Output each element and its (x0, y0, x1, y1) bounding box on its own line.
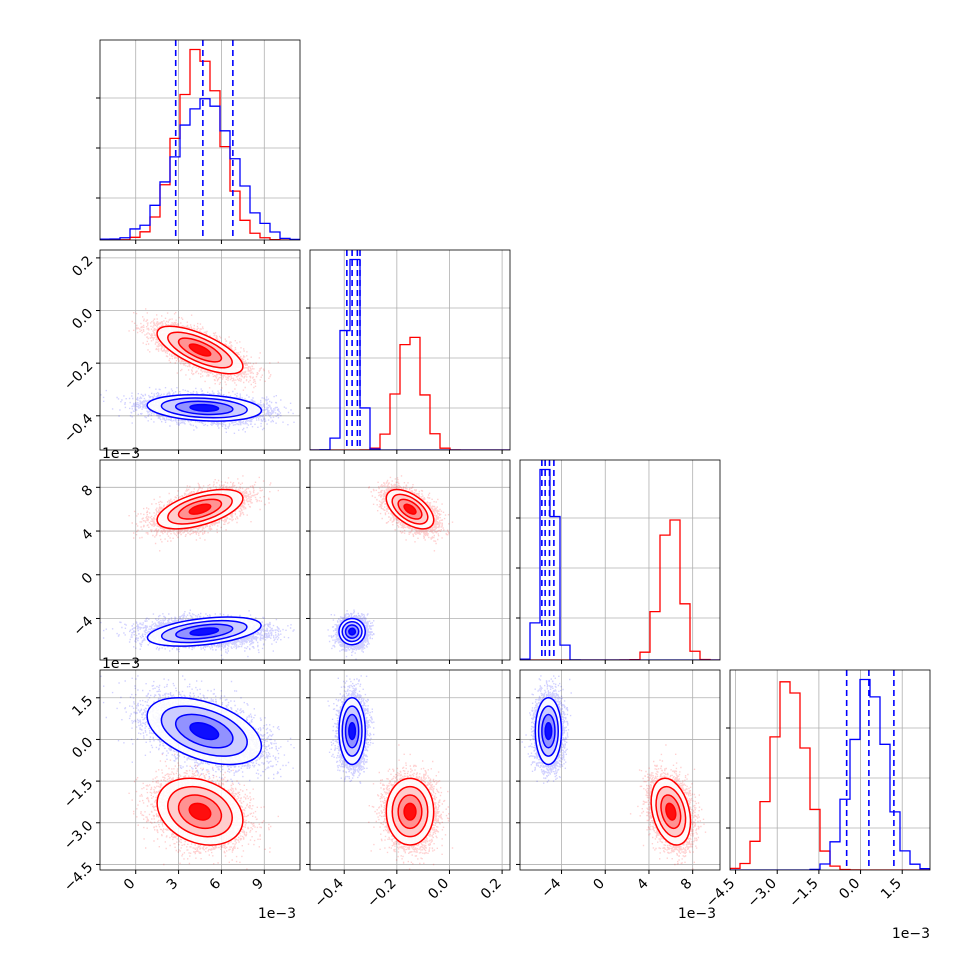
panel-3-3 (726, 669, 931, 874)
panel-content (730, 670, 930, 870)
panel-content (100, 40, 300, 240)
panel-frame (309, 249, 511, 451)
histogram-red (100, 48, 300, 240)
x-offset-label: 1e−3 (258, 906, 296, 922)
y-tick-label: 4 (79, 526, 97, 544)
density-contour-blue (189, 722, 220, 741)
panel-3-0 (96, 669, 301, 874)
panel-frame (519, 459, 721, 661)
density-contour-red (188, 343, 212, 357)
x-tick-label: 6 (207, 875, 225, 893)
x-tick-label: −0.4 (312, 875, 347, 910)
density-contour-red (403, 802, 417, 821)
histogram-red (730, 681, 930, 870)
panel-content (521, 675, 707, 870)
panel-frame (519, 669, 721, 871)
density-contour-blue (189, 403, 220, 412)
panel-3-1 (306, 669, 511, 874)
y-tick-label: 0.0 (69, 734, 96, 761)
panel-content (310, 250, 510, 450)
x-tick-label: −3.0 (745, 876, 780, 911)
y-tick-label: 0 (79, 570, 97, 588)
panel-grid (100, 40, 300, 240)
panel-1-0 (96, 249, 301, 454)
panel-content (327, 675, 454, 870)
density-contour-blue (544, 722, 553, 741)
y-tick-label: −0.4 (61, 411, 96, 446)
x-tick-label: −0.2 (364, 876, 399, 911)
y-offset-label: 1e−3 (102, 656, 140, 672)
panel-0-0 (96, 39, 301, 244)
y-tick-label: 0.2 (69, 253, 96, 280)
panel-frame (99, 669, 301, 871)
x-tick-label: 1.5 (878, 876, 905, 903)
panel-content (327, 475, 454, 660)
x-tick-label: −4.5 (703, 876, 738, 911)
x-tick-label: 0 (590, 876, 608, 894)
panel-grid (730, 670, 930, 870)
x-tick-label: 0.2 (478, 876, 505, 903)
density-contour-blue (348, 627, 357, 636)
panel-frame (99, 249, 301, 451)
histogram-blue (100, 98, 300, 240)
panel-frame (309, 459, 511, 661)
density-contour-red (188, 503, 212, 515)
panel-content (100, 308, 295, 434)
panel-3-2 (516, 669, 721, 874)
histogram-red (520, 519, 720, 660)
x-tick-label: 4 (634, 875, 652, 893)
x-tick-label: −1.5 (786, 876, 821, 911)
x-tick-label: 0 (121, 876, 139, 894)
x-tick-label: 9 (249, 876, 267, 894)
y-tick-label: 1.5 (69, 693, 96, 720)
panel-content (100, 675, 295, 870)
x-offset-label: 1e−3 (678, 906, 716, 922)
panel-frame (99, 459, 301, 661)
y-tick-label: −3.0 (61, 818, 96, 853)
x-offset-label: 1e−3 (892, 926, 930, 942)
y-tick-label: −4 (70, 613, 96, 639)
panel-2-1 (306, 459, 511, 664)
y-tick-label: −0.2 (61, 358, 96, 393)
x-tick-label: 0.0 (425, 876, 452, 903)
y-tick-label: −4.5 (61, 859, 96, 894)
density-contour-blue (189, 627, 220, 636)
x-tick-label: 8 (678, 876, 696, 894)
y-tick-label: 0.0 (69, 306, 96, 333)
panel-frame (309, 669, 511, 871)
panel-frame (729, 669, 931, 871)
panel-2-0 (96, 459, 301, 664)
y-tick-label: −1.5 (61, 776, 96, 811)
panel-2-2 (516, 459, 721, 664)
panel-grid (310, 460, 510, 660)
panel-1-1 (306, 249, 511, 454)
x-tick-label: −4 (538, 875, 564, 901)
panel-grid (310, 250, 510, 450)
histogram-blue (310, 258, 510, 450)
histogram-blue (520, 468, 720, 660)
panel-grid (520, 460, 720, 660)
panel-content (100, 475, 295, 660)
y-offset-label: 1e−3 (102, 446, 140, 462)
x-tick-label: 3 (164, 876, 182, 894)
x-tick-label: 0.0 (836, 876, 863, 903)
panel-content (520, 460, 720, 660)
density-contour-blue (348, 722, 357, 741)
panel-frame (99, 39, 301, 241)
density-contour-red (665, 802, 677, 821)
density-contour-red (188, 802, 212, 821)
y-tick-label: 8 (79, 482, 97, 500)
density-contour-red (403, 503, 417, 515)
histogram-blue (730, 678, 930, 870)
